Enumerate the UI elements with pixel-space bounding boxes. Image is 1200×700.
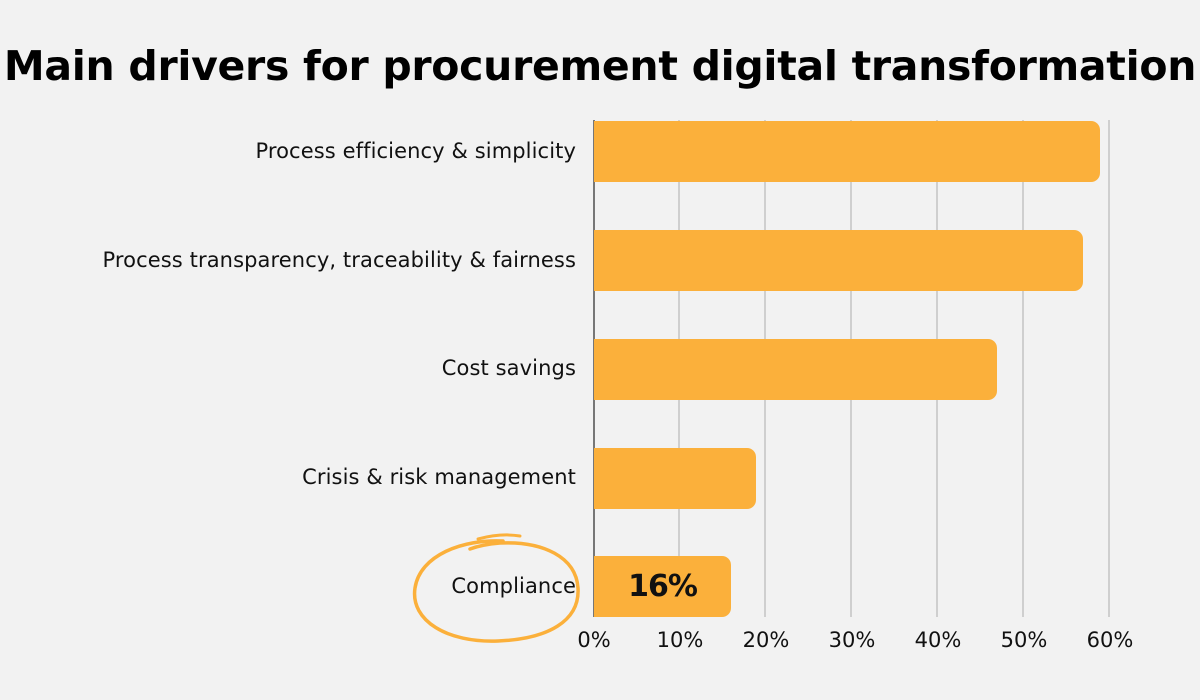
x-tick-label: 60% [1086, 628, 1134, 652]
bar-crisis-risk [594, 448, 756, 509]
category-label: Cost savings [441, 356, 576, 380]
x-tick-label: 20% [742, 628, 790, 652]
plot-area: 16% [593, 120, 1110, 617]
x-tick-label: 40% [914, 628, 962, 652]
chart-title: Main drivers for procurement digital tra… [3, 42, 1197, 90]
category-label-highlighted: Compliance [451, 574, 576, 598]
x-tick-label: 30% [828, 628, 876, 652]
gridline-60 [1108, 120, 1110, 617]
bar-compliance: 16% [594, 556, 731, 617]
x-tick-label: 10% [656, 628, 704, 652]
bar-value-label: 16% [628, 569, 698, 604]
gridline-50 [1022, 120, 1024, 617]
category-label: Process efficiency & simplicity [255, 139, 576, 163]
x-tick-label: 50% [1000, 628, 1048, 652]
highlight-circle-icon [412, 533, 580, 643]
category-label: Crisis & risk management [302, 465, 576, 489]
bar-process-efficiency [594, 121, 1100, 182]
x-tick-label: 0% [577, 628, 611, 652]
bar-process-transparency [594, 230, 1083, 291]
bar-cost-savings [594, 339, 997, 400]
category-label: Process transparency, traceability & fai… [102, 248, 576, 272]
